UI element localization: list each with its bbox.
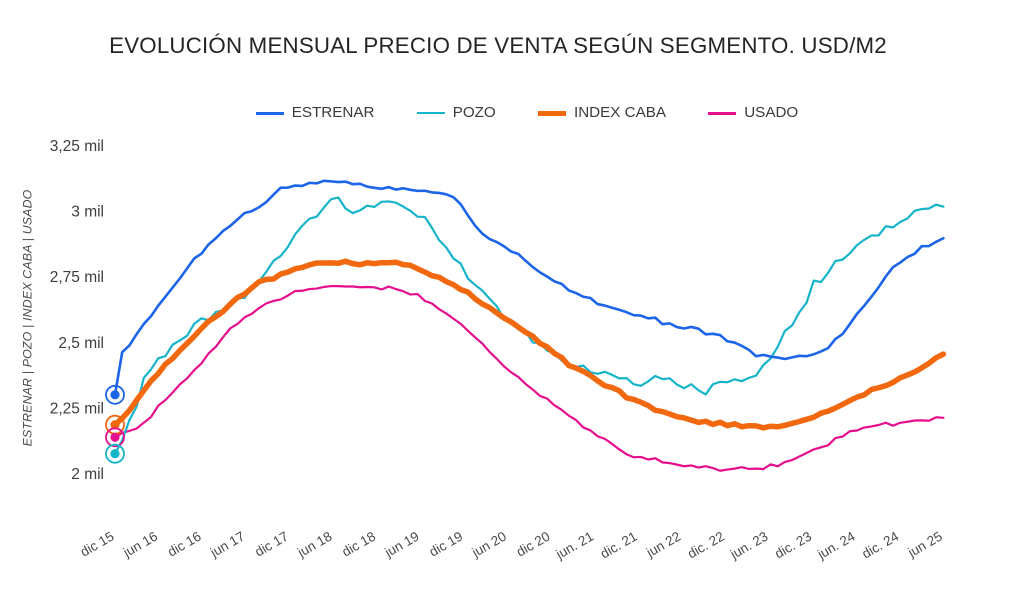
svg-text:jun 16: jun 16 (120, 529, 160, 561)
svg-text:dic. 21: dic. 21 (598, 529, 640, 562)
svg-text:dic 20: dic 20 (514, 529, 553, 560)
svg-text:3,25 mil: 3,25 mil (50, 138, 104, 155)
svg-text:3 mil: 3 mil (71, 204, 104, 221)
svg-text:jun 19: jun 19 (381, 529, 421, 561)
svg-text:dic. 22: dic. 22 (685, 529, 727, 562)
svg-text:dic. 23: dic. 23 (772, 529, 814, 562)
svg-text:dic 19: dic 19 (427, 529, 466, 560)
svg-text:2,75 mil: 2,75 mil (50, 269, 104, 286)
svg-text:jun. 24: jun. 24 (814, 528, 858, 562)
svg-text:dic. 24: dic. 24 (859, 528, 901, 561)
svg-text:2 mil: 2 mil (71, 466, 104, 483)
svg-text:2,25 mil: 2,25 mil (50, 400, 104, 417)
svg-text:jun 17: jun 17 (207, 529, 247, 561)
svg-text:jun. 23: jun. 23 (727, 529, 770, 563)
svg-text:jun. 21: jun. 21 (553, 529, 596, 563)
svg-text:jun 25: jun 25 (905, 529, 945, 561)
svg-text:dic 15: dic 15 (78, 529, 117, 560)
svg-text:2,5 mil: 2,5 mil (58, 335, 104, 352)
svg-text:jun 20: jun 20 (469, 529, 509, 561)
svg-text:jun 18: jun 18 (294, 529, 334, 561)
svg-text:dic 18: dic 18 (339, 529, 378, 560)
svg-text:dic 17: dic 17 (252, 529, 291, 560)
svg-text:jun 22: jun 22 (643, 529, 683, 561)
svg-text:dic 16: dic 16 (165, 529, 204, 560)
